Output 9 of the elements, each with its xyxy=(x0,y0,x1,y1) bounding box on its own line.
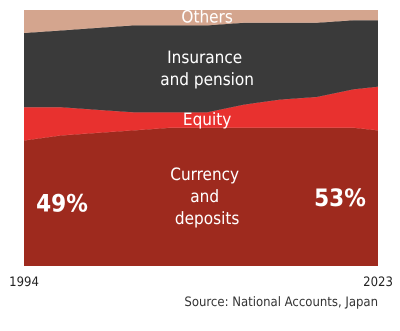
x-tick-label: 1994 xyxy=(9,275,39,290)
data-label: 53% xyxy=(314,184,366,212)
series-label: Insurance and pension xyxy=(160,48,254,90)
x-tick-label: 2023 xyxy=(363,275,393,290)
data-label: 49% xyxy=(36,189,88,218)
series-label: Equity xyxy=(182,110,232,130)
series-label: Currency and deposits xyxy=(170,164,244,229)
source-note: Source: National Accounts, Japan xyxy=(184,295,378,310)
series-label: Others xyxy=(181,8,233,28)
